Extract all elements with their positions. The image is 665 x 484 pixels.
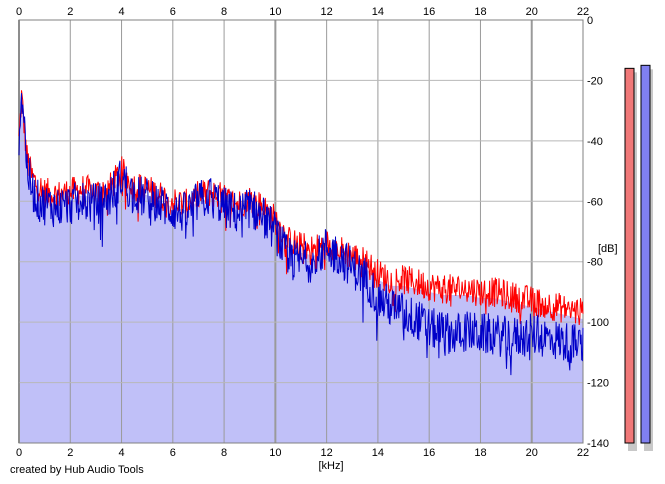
level-meter-bar [624, 67, 635, 444]
credit-text: created by Hub Audio Tools [10, 464, 144, 476]
x-tick-label-top: 14 [372, 6, 384, 18]
y-tick-label: -40 [587, 136, 603, 148]
x-tick-label-top: 16 [423, 6, 435, 18]
x-tick-label-bottom: 6 [170, 447, 176, 459]
y-tick-label: -120 [587, 378, 609, 390]
y-tick-label: 0 [587, 15, 593, 27]
level-meters [624, 64, 653, 452]
x-tick-label-top: 8 [221, 6, 227, 18]
x-tick-label-bottom: 16 [423, 447, 435, 459]
y-tick-label: -60 [587, 196, 603, 208]
x-tick-label-bottom: 14 [372, 447, 384, 459]
x-tick-label-bottom: 20 [526, 447, 538, 459]
x-tick-label-top: 2 [67, 6, 73, 18]
x-tick-label-bottom: 12 [321, 447, 333, 459]
x-tick-label-top: 12 [321, 6, 333, 18]
plot-frame [18, 19, 584, 444]
x-tick-label-bottom: 2 [67, 447, 73, 459]
x-tick-label-top: 0 [16, 6, 22, 18]
y-tick-label: -80 [587, 257, 603, 269]
x-tick-label-top: 6 [170, 6, 176, 18]
x-tick-label-top: 20 [526, 6, 538, 18]
y-axis-label: [dB] [598, 243, 618, 255]
x-tick-label-bottom: 18 [474, 447, 486, 459]
level-meter-bar [640, 64, 651, 444]
x-tick-label-bottom: 10 [269, 447, 281, 459]
y-tick-label: -20 [587, 75, 603, 87]
series-layer [18, 90, 584, 376]
spectrum-line-blue [18, 93, 584, 376]
x-tick-label-bottom: 4 [118, 447, 124, 459]
x-axis-label: [kHz] [318, 460, 343, 472]
x-tick-label-bottom: 8 [221, 447, 227, 459]
y-tick-label: -100 [587, 317, 609, 329]
ticks-layer: 002244668810101212141416161818202022220-… [16, 6, 609, 459]
x-tick-label-bottom: 22 [577, 447, 589, 459]
spectrum-fill [19, 98, 583, 443]
x-tick-label-top: 4 [118, 6, 124, 18]
x-tick-label-top: 22 [577, 6, 589, 18]
x-tick-label-top: 10 [269, 6, 281, 18]
y-tick-label: -140 [587, 438, 609, 450]
x-tick-label-bottom: 0 [16, 447, 22, 459]
spectrum-fill-layer [19, 98, 583, 443]
x-tick-label-top: 18 [474, 6, 486, 18]
